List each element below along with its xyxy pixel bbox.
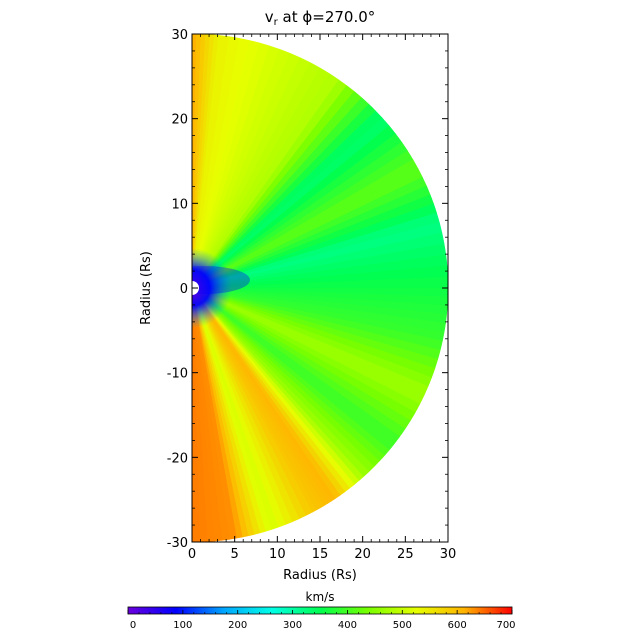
y-tick-label: 0 — [180, 282, 188, 297]
x-tick-label: 25 — [397, 547, 414, 562]
y-tick-label: -20 — [167, 451, 188, 466]
x-tick-label: 20 — [354, 547, 371, 562]
x-axis-label: Radius (Rs) — [283, 568, 357, 583]
y-axis-ticks: 30 20 10 0 -10 -20 -30 — [167, 28, 448, 551]
y-tick-label: 10 — [171, 197, 188, 212]
inner-core — [192, 248, 232, 328]
x-tick-label: 15 — [312, 547, 329, 562]
x-tick-label: 0 — [188, 547, 196, 562]
colorbar-tick-label: 300 — [283, 620, 302, 631]
velocity-wedges — [192, 34, 448, 542]
y-tick-label: 30 — [171, 28, 188, 43]
inner-core-flare — [192, 266, 250, 294]
colorbar — [127, 606, 513, 615]
colorbar-label: km/s — [306, 590, 335, 604]
colorbar-tick-label: 100 — [173, 620, 192, 631]
x-tick-label: 10 — [269, 547, 286, 562]
colorbar-tick-label: 400 — [338, 620, 357, 631]
chart-title: vr at ϕ=270.0° — [265, 8, 376, 28]
y-tick-label: 20 — [171, 113, 188, 128]
plot-area — [192, 34, 448, 542]
colorbar-tick-label: 600 — [448, 620, 467, 631]
x-axis-ticks: 0 5 10 15 20 25 30 — [188, 34, 456, 562]
colorbar-tick-label: 0 — [130, 620, 136, 631]
colorbar-tick-label: 200 — [228, 620, 247, 631]
y-tick-label: -10 — [167, 367, 188, 382]
y-axis-label: Radius (Rs) — [139, 251, 154, 325]
x-tick-label: 30 — [440, 547, 457, 562]
colorbar-tick-label: 700 — [496, 620, 515, 631]
x-tick-label: 5 — [231, 547, 239, 562]
colorbar-tick-label: 500 — [393, 620, 412, 631]
y-tick-label: -30 — [167, 536, 188, 551]
colorbar-ticks: 0 100 200 300 400 500 600 700 — [127, 610, 516, 631]
